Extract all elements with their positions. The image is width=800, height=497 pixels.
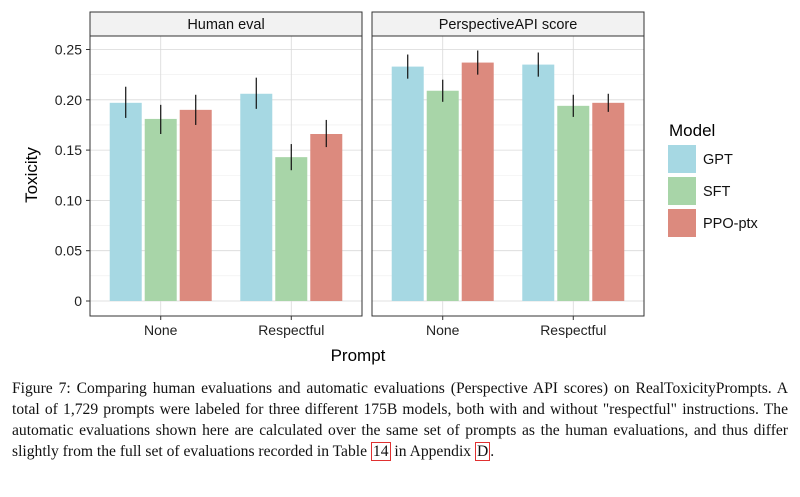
- legend-label-sft: SFT: [703, 184, 731, 200]
- x-tick-label: None: [426, 322, 460, 338]
- bar-ppo-ptx: [310, 134, 343, 301]
- y-tick-label: 0.25: [55, 42, 82, 58]
- bar-gpt: [522, 64, 555, 301]
- caption-text-mid: in Appendix: [390, 443, 475, 460]
- bar-gpt: [109, 102, 142, 302]
- caption-text: Figure 7: Comparing human evaluations an…: [12, 380, 788, 460]
- y-tick-label: 0: [74, 293, 82, 309]
- panel-border: [89, 35, 363, 317]
- y-axis-label: Toxicity: [22, 147, 41, 203]
- figure-caption: Figure 7: Comparing human evaluations an…: [12, 378, 788, 462]
- legend-label-gpt: GPT: [703, 152, 733, 168]
- bar-gpt: [391, 66, 424, 302]
- bar-ppo-ptx: [461, 62, 494, 301]
- legend-label-ppo-ptx: PPO-ptx: [703, 216, 759, 232]
- bar-sft: [144, 118, 177, 301]
- panel-title: Human eval: [187, 17, 264, 33]
- legend-title: Model: [669, 121, 715, 140]
- legend-swatch-ppo-ptx: [668, 209, 696, 237]
- panel-title: PerspectiveAPI score: [439, 17, 578, 33]
- panel-border: [371, 35, 645, 317]
- y-tick-label: 0.05: [55, 243, 82, 259]
- legend-swatch-sft: [668, 177, 696, 205]
- bar-ppo-ptx: [592, 102, 625, 302]
- y-tick-label: 0.15: [55, 142, 82, 158]
- x-tick-label: None: [144, 322, 178, 338]
- x-tick-label: Respectful: [540, 322, 606, 338]
- x-axis-label: Prompt: [331, 346, 386, 365]
- bar-sft: [275, 157, 308, 301]
- panel-strip: [89, 11, 363, 37]
- legend-swatch-gpt: [668, 145, 696, 173]
- table-reference-link[interactable]: 14: [370, 442, 391, 461]
- y-tick-label: 0.20: [55, 92, 82, 108]
- toxicity-bar-chart: Human eval PerspectiveAPI score None Respe…: [22, 11, 759, 365]
- appendix-reference-link[interactable]: D: [474, 442, 491, 461]
- bar-gpt: [240, 93, 273, 301]
- bar-ppo-ptx: [179, 109, 212, 301]
- bar-sft: [557, 105, 590, 301]
- caption-text-end: .: [490, 443, 495, 460]
- x-tick-label: Respectful: [258, 322, 324, 338]
- bar-sft: [426, 90, 459, 301]
- y-tick-label: 0.10: [55, 192, 82, 208]
